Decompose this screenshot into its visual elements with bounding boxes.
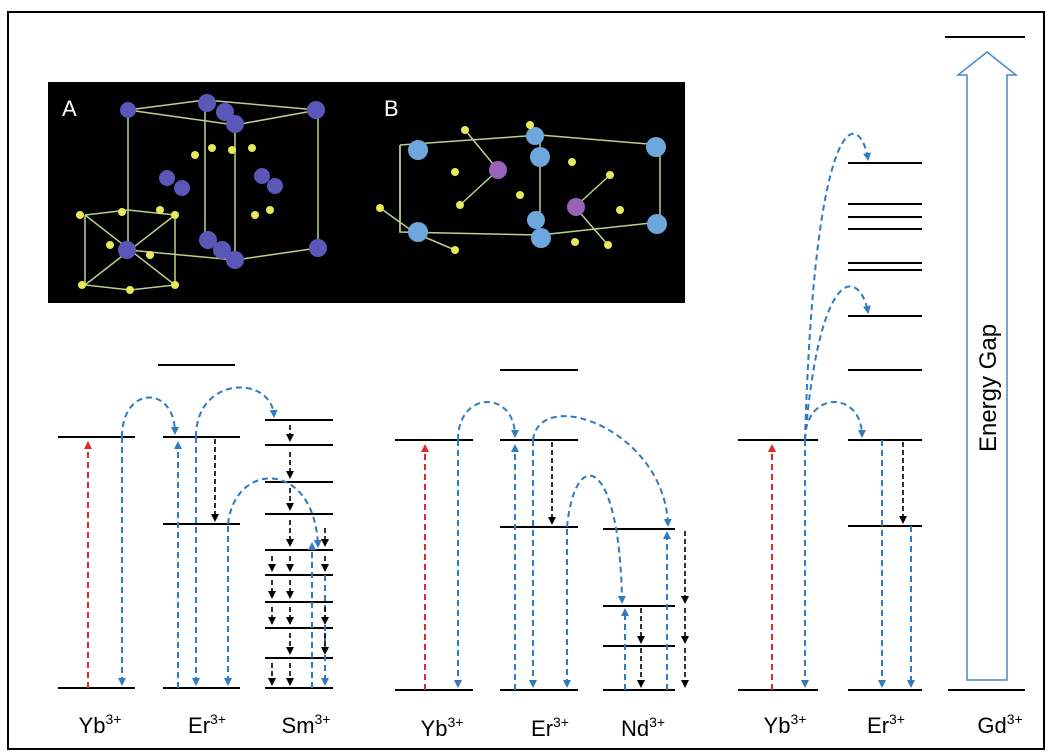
ion-symbol: Er (188, 713, 210, 738)
ion-symbol: Gd (977, 713, 1006, 738)
ion-symbol: Er (531, 716, 553, 741)
ion-charge: 3+ (553, 714, 569, 730)
ion-label: Sm3+ (282, 711, 331, 738)
ion-charge: 3+ (790, 711, 806, 727)
ion-label: Er3+ (188, 711, 226, 738)
panel-label: A (62, 96, 77, 121)
ion-label: Yb3+ (79, 711, 122, 738)
ion-charge: 3+ (105, 711, 121, 727)
ion-symbol: Yb (421, 716, 448, 741)
ion-charge: 3+ (315, 711, 331, 727)
ion-charge: 3+ (1007, 711, 1023, 727)
ion-symbol: Sm (282, 713, 315, 738)
ion-symbol: Yb (79, 713, 106, 738)
ion-label: Yb3+ (421, 714, 464, 741)
ion-label: Er3+ (867, 711, 905, 738)
ion-charge: 3+ (210, 711, 226, 727)
energy-gap-label: Energy Gap (975, 324, 1002, 452)
ion-symbol: Er (867, 713, 889, 738)
ion-label: Yb3+ (764, 711, 807, 738)
panel-label: B (384, 96, 399, 121)
diagram: A B Energy Gap Yb3+ Er3+ Sm3+ Yb3+ Er3+ … (0, 0, 1051, 753)
ion-label: Gd3+ (977, 711, 1022, 738)
crystal-images: A B (48, 82, 685, 303)
ion-labels: Yb3+ Er3+ Sm3+ Yb3+ Er3+ Nd3+ Yb3+ Er3+ … (79, 711, 1023, 741)
ion-label: Nd3+ (621, 714, 665, 741)
ion-label: Er3+ (531, 714, 569, 741)
ion-charge: 3+ (649, 714, 665, 730)
ion-charge: 3+ (447, 714, 463, 730)
ion-symbol: Nd (621, 716, 649, 741)
ion-symbol: Yb (764, 713, 791, 738)
ion-charge: 3+ (889, 711, 905, 727)
